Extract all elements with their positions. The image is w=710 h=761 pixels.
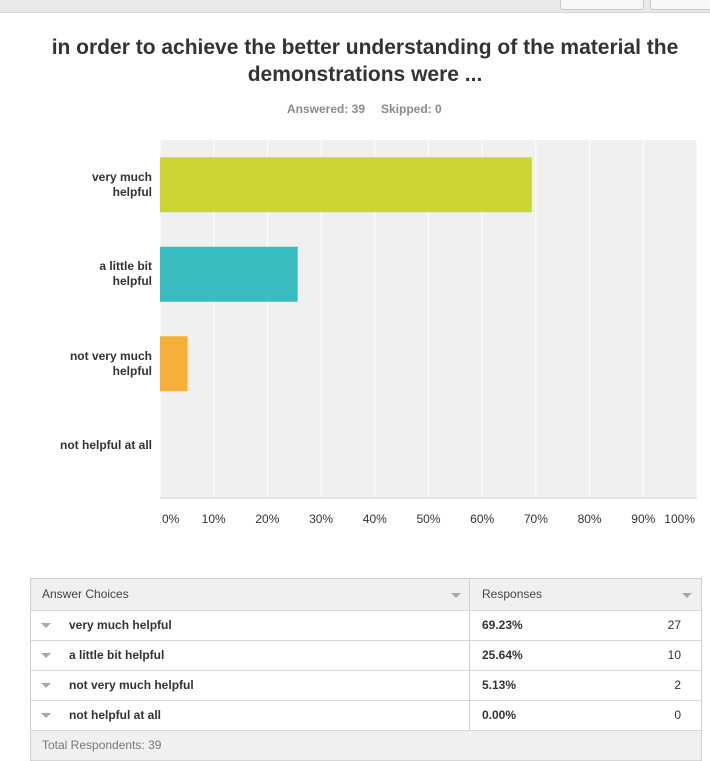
x-tick-label: 60% bbox=[470, 512, 494, 526]
row-toggle[interactable] bbox=[41, 623, 51, 628]
count-cell: 27 bbox=[667, 618, 681, 632]
y-tick-label: not helpful at all bbox=[60, 438, 152, 453]
x-tick-label: 50% bbox=[416, 512, 440, 526]
divider bbox=[469, 611, 470, 640]
percent-cell: 69.23% bbox=[482, 618, 523, 632]
table-row: very much helpful 69.23% 27 bbox=[31, 611, 701, 641]
x-tick-label: 70% bbox=[524, 512, 548, 526]
divider bbox=[469, 641, 470, 670]
top-bar bbox=[0, 0, 710, 13]
header-cell: Responses bbox=[482, 587, 543, 601]
y-tick-label: very much helpful bbox=[91, 169, 152, 199]
bar bbox=[160, 157, 532, 213]
percent-cell: 5.13% bbox=[482, 678, 517, 692]
chart-title: in order to achieve the better understan… bbox=[51, 36, 679, 86]
count-cell: 2 bbox=[674, 678, 681, 692]
choice-cell: very much helpful bbox=[69, 618, 172, 632]
percent-cell: 0.00% bbox=[482, 708, 517, 722]
table-body: very much helpful 69.23% 27 a little bit he… bbox=[31, 611, 701, 731]
x-tick-label: 30% bbox=[309, 512, 333, 526]
row-toggle[interactable] bbox=[41, 683, 51, 688]
row-toggle[interactable] bbox=[41, 713, 51, 718]
divider bbox=[469, 671, 470, 700]
y-tick-label: not very much helpful bbox=[69, 348, 152, 378]
x-tick-label: 80% bbox=[578, 512, 602, 526]
x-tick-label: 90% bbox=[631, 512, 655, 526]
divider bbox=[469, 701, 470, 730]
button[interactable] bbox=[560, 0, 644, 10]
table-row: not very much helpful 5.13% 2 bbox=[31, 671, 701, 701]
count-cell: 0 bbox=[674, 708, 681, 722]
y-tick-label: a little bit helpful bbox=[99, 259, 152, 289]
row-toggle[interactable] bbox=[41, 653, 51, 658]
sort-arrow[interactable] bbox=[682, 593, 692, 598]
x-tick-label: 20% bbox=[255, 512, 279, 526]
header-cell: Answer Choices bbox=[42, 587, 129, 601]
table-header: Answer Choices Responses bbox=[31, 579, 701, 611]
x-tick-label: 10% bbox=[202, 512, 226, 526]
percent-cell: 25.64% bbox=[482, 648, 523, 662]
bar bbox=[160, 246, 298, 302]
table: Answer Choices Responses very much helpf… bbox=[30, 578, 702, 761]
count-cell: 10 bbox=[667, 648, 681, 662]
table-row: a little bit helpful 25.64% 10 bbox=[31, 641, 701, 671]
x-tick-label: 40% bbox=[363, 512, 387, 526]
sort-arrow[interactable] bbox=[451, 593, 461, 598]
button[interactable] bbox=[650, 0, 710, 10]
table-footer: Total Respondents: 39 bbox=[31, 731, 701, 761]
skipped: Skipped: 0 bbox=[381, 102, 442, 116]
table-row: not helpful at all 0.00% 0 bbox=[31, 701, 701, 731]
chart: 0% 10% 20% 30% 40% 50% 60% 70% 80% 90% 100% bbox=[159, 140, 698, 526]
x-tick-label: 100% bbox=[664, 512, 695, 526]
choice-cell: a little bit helpful bbox=[69, 648, 165, 662]
choice-cell: not very much helpful bbox=[69, 678, 194, 692]
answered: Answered: 39 bbox=[287, 102, 366, 116]
divider bbox=[469, 579, 470, 610]
bar bbox=[160, 336, 188, 392]
choice-cell: not helpful at all bbox=[69, 708, 161, 722]
x-tick-label: 0% bbox=[162, 512, 180, 526]
